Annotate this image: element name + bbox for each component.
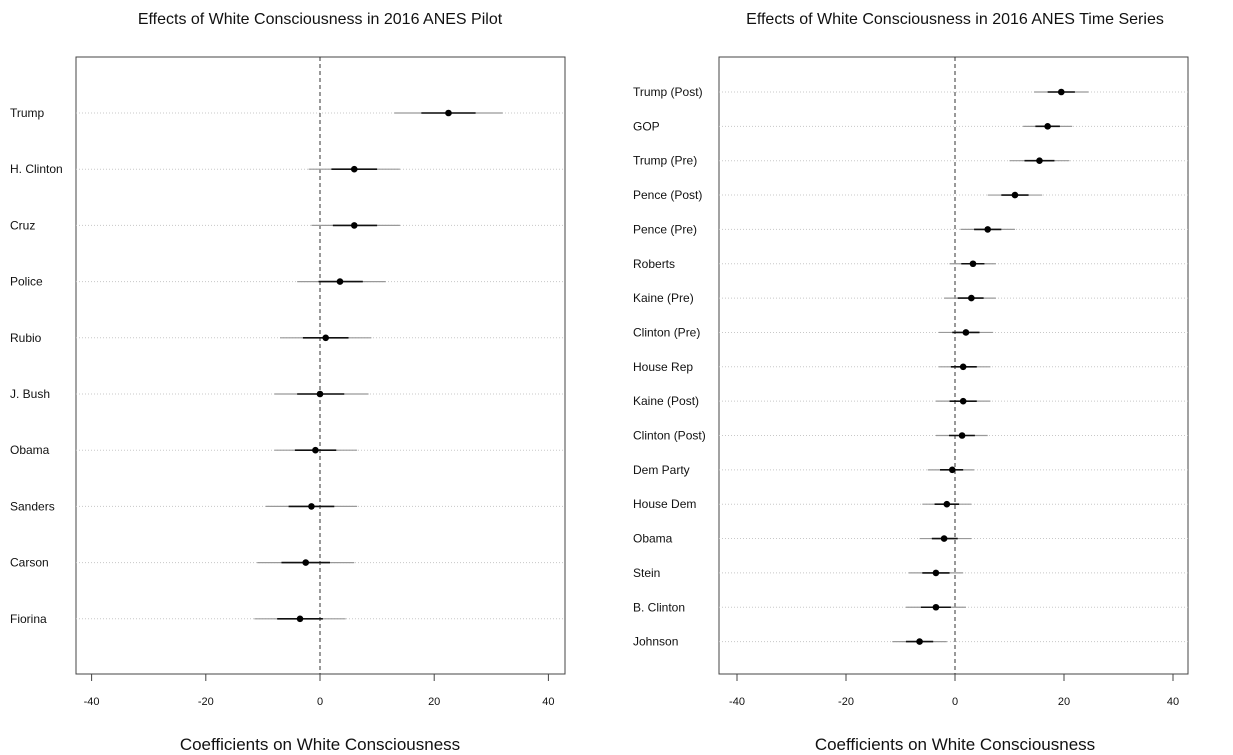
- x-tick-label: 20: [1058, 696, 1070, 708]
- point-estimate: [932, 569, 940, 577]
- x-tick-label: 40: [542, 696, 554, 708]
- x-axis-label: Coefficients on White Consciousness: [180, 735, 460, 754]
- category-label: Obama: [10, 443, 50, 457]
- point-estimate: [969, 260, 977, 268]
- category-label: B. Clinton: [633, 600, 685, 614]
- point-estimate: [940, 535, 948, 542]
- x-tick-label: 0: [952, 696, 958, 708]
- category-label: Clinton (Post): [633, 429, 706, 443]
- x-tick-label: -20: [198, 696, 214, 708]
- category-label: Rubio: [10, 331, 42, 345]
- coefficient-marks: [892, 88, 1089, 645]
- category-label: Cruz: [10, 218, 35, 232]
- x-tick-label: 20: [428, 696, 440, 708]
- point-estimate: [1036, 157, 1043, 164]
- x-axis-ticks: -40 -20 0 20 40: [84, 674, 555, 708]
- category-label: GOP: [633, 119, 660, 133]
- pilot-chart-panel: Effects of White Consciousness in 2016 A…: [10, 11, 566, 754]
- x-tick-label: 0: [317, 696, 323, 708]
- plot-frame: [718, 56, 1189, 675]
- coefficient-marks: [254, 109, 503, 623]
- point-estimate: [350, 165, 358, 173]
- time-series-chart-panel: Effects of White Consciousness in 2016 A…: [633, 11, 1189, 754]
- point-estimate: [932, 603, 940, 611]
- category-label: Carson: [10, 556, 49, 570]
- x-tick-label: -20: [838, 696, 854, 708]
- point-estimate: [962, 329, 970, 336]
- x-tick-label: -40: [84, 696, 100, 708]
- point-estimate: [312, 446, 319, 454]
- point-estimate: [302, 559, 310, 566]
- point-estimate: [336, 278, 344, 285]
- category-label: Trump (Pre): [633, 154, 697, 168]
- x-tick-label: -40: [729, 696, 745, 708]
- x-axis-label: Coefficients on White Consciousness: [815, 735, 1095, 754]
- row-lines: [76, 112, 565, 620]
- category-label: Johnson: [633, 635, 678, 649]
- category-label: J. Bush: [10, 387, 50, 401]
- category-label: Trump: [10, 106, 45, 120]
- point-estimate: [322, 334, 330, 342]
- x-tick-label: 40: [1167, 696, 1179, 708]
- category-label: House Rep: [633, 360, 693, 374]
- chart-title: Effects of White Consciousness in 2016 A…: [138, 11, 503, 28]
- category-label: Police: [10, 275, 43, 289]
- category-label: Dem Party: [633, 463, 690, 477]
- category-label: Sanders: [10, 499, 55, 513]
- point-estimate: [959, 397, 967, 405]
- category-label: House Dem: [633, 497, 696, 511]
- point-estimate: [445, 109, 452, 117]
- point-estimate: [943, 500, 951, 508]
- point-estimate: [1044, 123, 1051, 130]
- point-estimate: [350, 222, 358, 229]
- category-label: Fiorina: [10, 612, 47, 626]
- category-label: Obama: [633, 532, 673, 546]
- point-estimate: [984, 226, 991, 233]
- point-estimate: [916, 638, 923, 645]
- point-estimate: [308, 503, 315, 510]
- category-label: Roberts: [633, 257, 675, 271]
- point-estimate: [948, 466, 956, 474]
- point-estimate: [316, 390, 324, 398]
- category-label: H. Clinton: [10, 162, 63, 176]
- category-label: Stein: [633, 566, 660, 580]
- point-estimate: [968, 294, 975, 302]
- category-label: Pence (Post): [633, 188, 702, 202]
- x-axis-ticks: -40 -20 0 20 40: [729, 674, 1179, 708]
- category-labels: Trump H. Clinton Cruz Police Rubio J. Bush Oba…: [10, 106, 63, 626]
- point-estimate: [296, 615, 304, 623]
- category-label: Trump (Post): [633, 85, 703, 99]
- chart-title: Effects of White Consciousness in 2016 A…: [746, 11, 1164, 28]
- point-estimate: [959, 363, 967, 371]
- point-estimate: [958, 432, 966, 439]
- category-label: Kaine (Pre): [633, 291, 694, 305]
- category-label: Clinton (Pre): [633, 325, 700, 339]
- category-labels: Trump (Post) GOP Trump (Pre) Pence (Post) Pe…: [633, 85, 706, 649]
- point-estimate: [1057, 88, 1065, 96]
- category-label: Pence (Pre): [633, 222, 697, 236]
- category-label: Kaine (Post): [633, 394, 699, 408]
- point-estimate: [1011, 191, 1019, 199]
